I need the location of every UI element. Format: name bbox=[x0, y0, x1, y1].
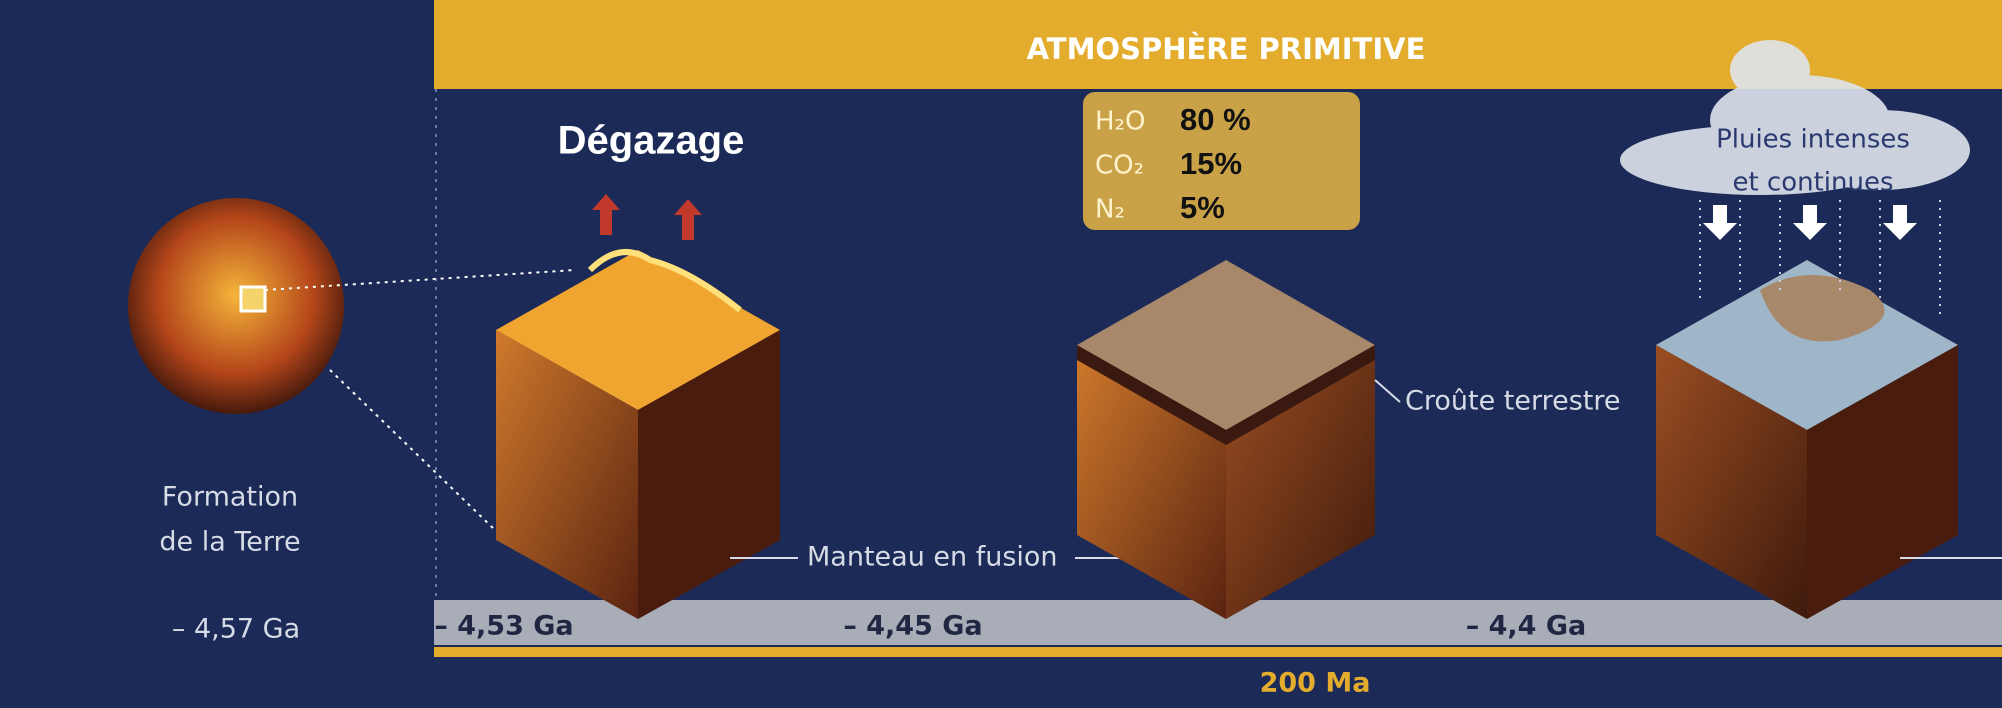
cube-ocean bbox=[1656, 260, 1958, 619]
cube-molten bbox=[496, 249, 780, 619]
gas-box bbox=[1083, 92, 1360, 230]
stage-label: Croûte terrestre bbox=[1405, 386, 1621, 417]
arrow bbox=[1883, 205, 1917, 240]
zoom-line bbox=[329, 369, 496, 531]
time-label: – 4,4 Ga bbox=[1466, 611, 1587, 642]
arrow bbox=[1703, 205, 1737, 240]
stage-label: Formation bbox=[162, 482, 298, 513]
leader bbox=[1374, 379, 1401, 403]
zoom-square bbox=[239, 285, 267, 313]
stage-label: de la Terre bbox=[159, 527, 300, 558]
stage-label: Pluies intenses bbox=[1716, 125, 1910, 155]
degassing-label: Dégazage bbox=[558, 119, 745, 163]
gas-share: 80 % bbox=[1180, 102, 1251, 137]
header-title: ATMOSPHÈRE PRIMITIVE bbox=[1027, 32, 1426, 66]
gas-share: 15% bbox=[1180, 146, 1242, 181]
gas: N₂ bbox=[1095, 195, 1125, 225]
gas: CO₂ bbox=[1095, 151, 1144, 181]
rain bbox=[1699, 200, 1941, 320]
arrow bbox=[1793, 205, 1827, 240]
stage-label: Manteau en fusion bbox=[807, 542, 1058, 573]
gas: H₂O bbox=[1095, 107, 1145, 137]
time-label: – 4,53 Ga bbox=[434, 611, 573, 642]
cloud bbox=[1620, 40, 1970, 195]
zoom-line bbox=[264, 269, 576, 291]
time-label: – 4,45 Ga bbox=[843, 611, 982, 642]
time-label: – 4,57 Ga bbox=[172, 614, 300, 645]
arrow bbox=[674, 199, 702, 240]
earth bbox=[128, 198, 344, 414]
gas-share: 5% bbox=[1180, 190, 1225, 225]
cube-crust bbox=[1077, 260, 1375, 619]
stage-label: et continues bbox=[1732, 168, 1893, 198]
timeline-band bbox=[434, 647, 2002, 657]
arrow bbox=[592, 194, 620, 235]
duration: 200 Ma bbox=[1260, 668, 1371, 699]
